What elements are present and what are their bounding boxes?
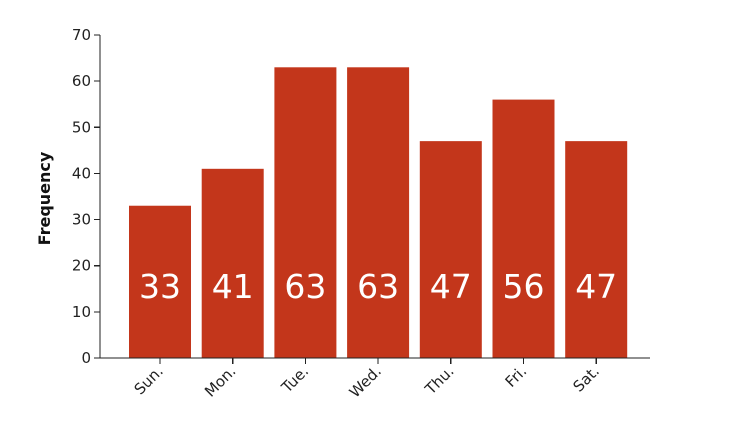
bar-fri [492,99,555,358]
bar-value-label: 41 [212,267,254,306]
y-axis: 0 10 20 30 40 50 60 70 [72,26,101,367]
x-tick-label: Sat. [570,362,603,395]
y-tick-label: 20 [72,257,91,275]
x-tick-label: Fri. [502,362,531,391]
x-axis: Sun. Mon. Tue. Wed. Thu. Fri. Sat. [100,357,650,401]
x-tick-label: Sun. [131,362,167,398]
y-tick-label: 30 [72,211,91,229]
bar-wed [347,67,410,359]
bar-thu [419,141,482,358]
bar-mon [201,168,264,358]
bar-value-label: 63 [357,267,399,306]
bar-value-label: 56 [503,267,545,306]
bar-value-label: 63 [284,267,326,306]
x-tick-label: Wed. [346,362,385,401]
y-tick-label: 50 [72,118,91,136]
y-tick-label: 10 [72,303,91,321]
bar-value-label: 47 [575,267,617,306]
bar-value-label: 33 [139,267,181,306]
y-axis-label: Frequency [35,151,54,245]
y-tick-label: 70 [72,26,91,44]
x-tick-label: Mon. [201,362,239,400]
bar-sun [129,205,191,358]
y-tick-label: 40 [72,164,91,182]
bar-tue [274,67,337,359]
bar-value-label: 47 [430,267,472,306]
x-tick-label: Tue. [277,362,312,397]
y-tick-label: 0 [81,349,91,367]
bar-sat [565,141,628,358]
y-tick-label: 60 [72,72,91,90]
plot-area: 33 41 63 63 47 56 47 [129,67,628,359]
x-tick-label: Thu. [421,362,458,399]
